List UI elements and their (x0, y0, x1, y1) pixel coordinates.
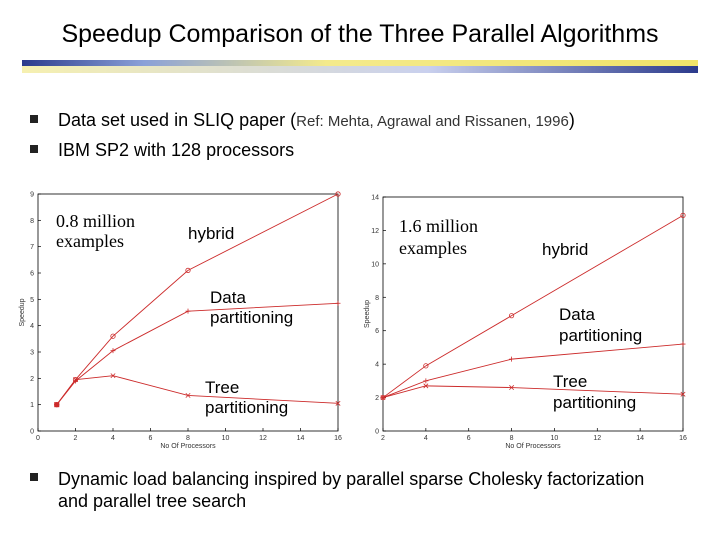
data-point-tree-partitioning (73, 377, 78, 383)
y-tick-label: 10 (371, 261, 379, 268)
y-axis-label: Speedup (364, 300, 371, 328)
x-tick-label: 10 (551, 435, 559, 442)
data-point-tree-partitioning (110, 373, 116, 379)
data-point-tree-partitioning (680, 391, 686, 397)
data-point-tree-partitioning (423, 383, 429, 389)
x-axis-label: No Of Processors (160, 443, 216, 450)
data-point-hybrid (185, 267, 191, 273)
data-point-data-partitioning (680, 341, 686, 347)
x-tick-label: 16 (334, 435, 342, 442)
data-point-data-partitioning (335, 300, 341, 306)
series-line-hybrid (382, 214, 684, 398)
slide-title: Speedup Comparison of the Three Parallel… (61, 20, 659, 48)
series-line-tree-partitioning (382, 385, 684, 399)
x-tick-label: 8 (186, 435, 190, 442)
x-tick-label: 14 (297, 435, 305, 442)
y-tick-label: 0 (30, 429, 34, 436)
bullet-dataset: Data set used in SLIQ paper (Ref: Mehta,… (30, 110, 575, 131)
y-tick-label: 2 (375, 395, 379, 402)
data-point-tree-partitioning (335, 400, 341, 406)
annotation-dataset: 0.8 million examples (56, 211, 135, 251)
start-point-marker (54, 402, 60, 408)
bullet-marker (30, 115, 38, 124)
x-tick-label: 6 (149, 435, 153, 442)
data-point-hybrid (680, 212, 686, 218)
y-tick-label: 14 (371, 195, 379, 202)
data-point-tree-partitioning (509, 385, 515, 391)
y-tick-label: 6 (30, 271, 34, 278)
annotation-data-partitioning: Data partitioning (559, 305, 642, 345)
data-point-tree-partitioning (380, 395, 386, 401)
data-point-tree-partitioning (185, 392, 191, 398)
data-point-data-partitioning (185, 308, 191, 314)
annotation-hybrid: hybrid (542, 240, 588, 259)
bullet-text: Data set used in SLIQ paper ( (58, 110, 297, 130)
x-axis-label: No Of Processors (505, 443, 561, 450)
plot-frame (382, 196, 684, 432)
title-rule (22, 60, 698, 73)
x-tick-label: 2 (381, 435, 385, 442)
y-tick-label: 2 (30, 376, 34, 383)
x-tick-label: 12 (593, 435, 601, 442)
y-tick-label: 8 (30, 218, 34, 225)
bullet-text: IBM SP2 with 128 processors (58, 140, 295, 160)
data-point-hybrid (423, 363, 429, 369)
y-tick-label: 9 (30, 192, 34, 199)
x-tick-label: 0 (36, 435, 40, 442)
x-tick-label: 4 (424, 435, 428, 442)
annotation-tree-partitioning: Tree partitioning (553, 372, 636, 412)
data-point-hybrid (110, 333, 116, 339)
y-tick-label: 5 (30, 297, 34, 304)
series-line-data-partitioning (56, 302, 339, 405)
data-point-data-partitioning (509, 356, 515, 362)
y-tick-label: 8 (375, 295, 379, 302)
annotation-tree-partitioning: Tree partitioning (205, 378, 288, 417)
x-tick-label: 16 (679, 435, 687, 442)
y-tick-label: 0 (375, 429, 379, 436)
bullet-reference: Ref: Mehta, Agrawal and Rissanen, 1996 (296, 113, 569, 130)
series-line-tree-partitioning (56, 375, 339, 405)
data-point-hybrid (508, 313, 515, 319)
y-tick-label: 3 (30, 350, 34, 357)
series-line-data-partitioning (382, 343, 684, 398)
annotation-dataset: 1.6 million examples (399, 216, 478, 258)
bullet-machine: IBM SP2 with 128 processors (30, 140, 294, 161)
bullet-marker (30, 145, 38, 154)
x-tick-label: 2 (74, 435, 78, 442)
x-tick-label: 10 (222, 435, 230, 442)
x-tick-label: 14 (636, 435, 644, 442)
y-tick-label: 12 (371, 228, 379, 235)
data-point-data-partitioning (423, 378, 429, 384)
data-point-hybrid (335, 191, 341, 197)
x-tick-label: 12 (259, 435, 267, 442)
bullet-load-balancing: Dynamic load balancing inspired by paral… (30, 468, 670, 512)
x-tick-label: 8 (510, 435, 514, 442)
data-point-data-partitioning (110, 348, 116, 354)
bullet-text: Dynamic load balancing inspired by paral… (58, 469, 645, 511)
y-tick-label: 1 (30, 402, 34, 409)
x-tick-label: 4 (111, 435, 115, 442)
y-tick-label: 4 (30, 323, 34, 330)
bullet-close: ) (568, 110, 575, 130)
y-tick-label: 6 (375, 328, 379, 335)
annotation-hybrid: hybrid (188, 224, 234, 243)
y-tick-label: 7 (30, 244, 34, 251)
y-tick-label: 4 (375, 362, 379, 369)
x-tick-label: 6 (467, 435, 471, 442)
bullet-marker (30, 473, 38, 481)
y-axis-label: Speedup (19, 298, 26, 326)
annotation-data-partitioning: Data partitioning (210, 288, 293, 327)
